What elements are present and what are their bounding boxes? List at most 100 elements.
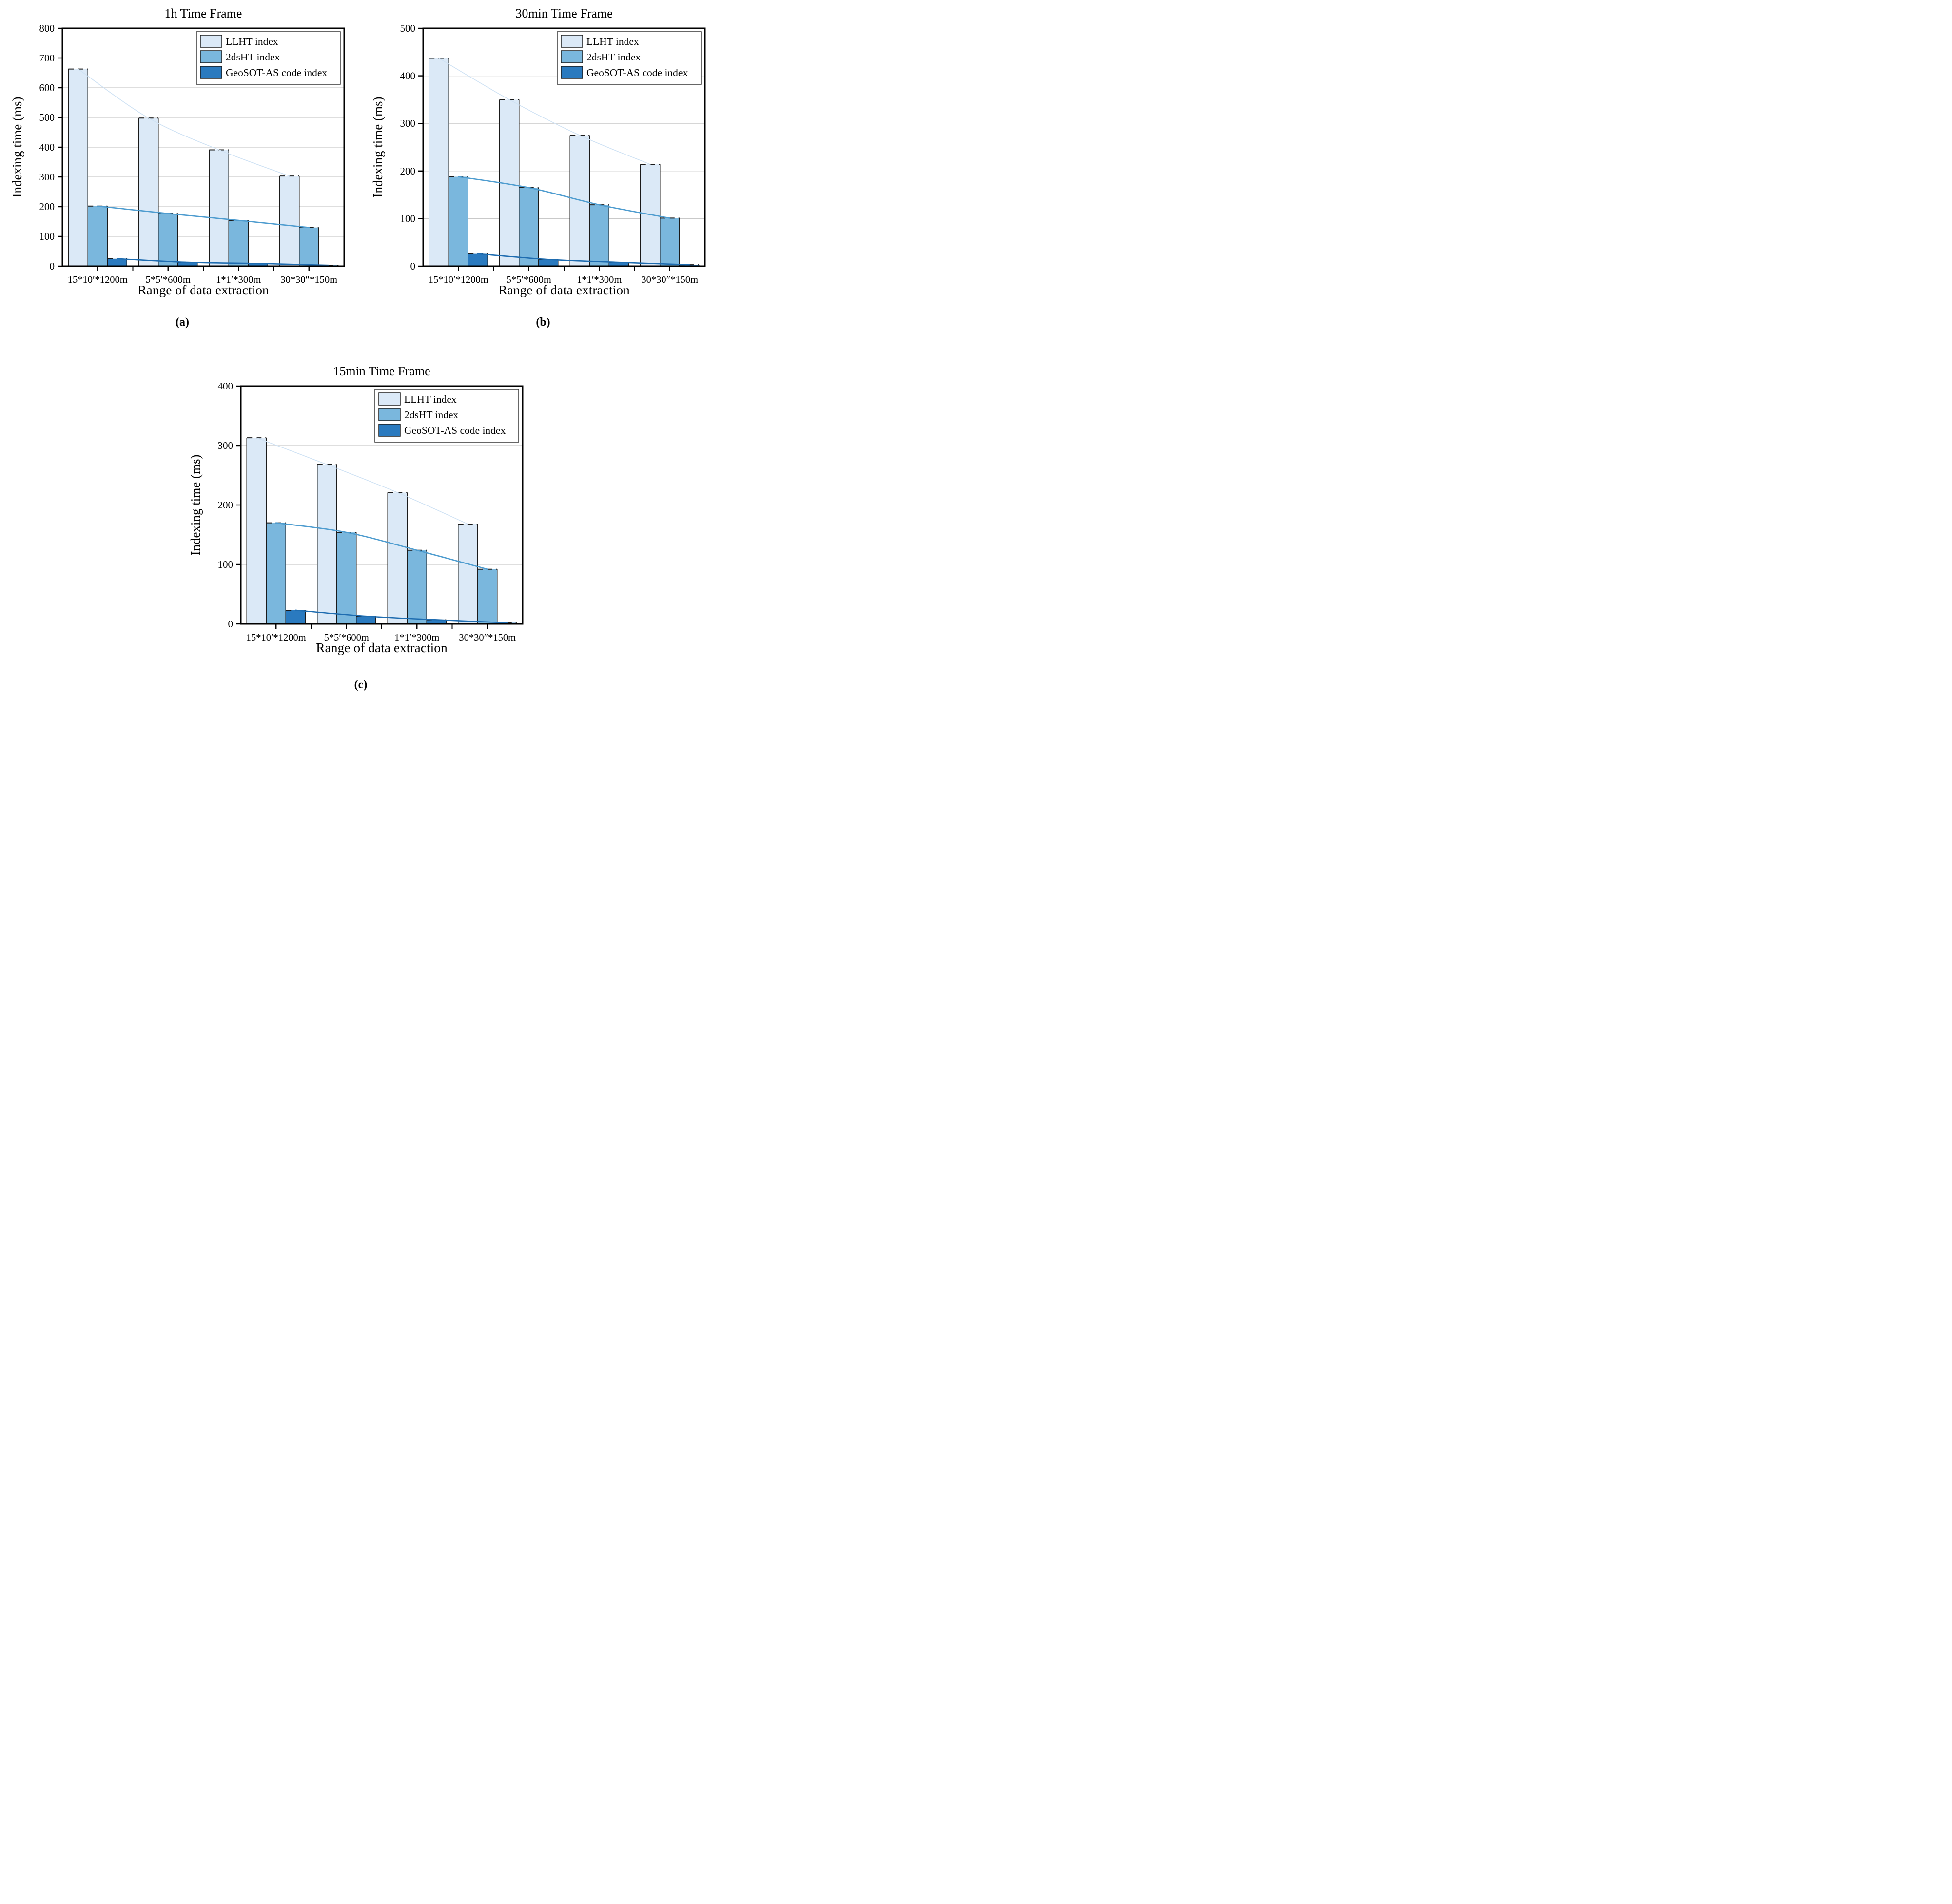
bar [229,220,249,266]
series-line [256,437,468,525]
legend: LLHT index 2dsHT index GeoSOT-AS code inde… [196,31,341,85]
bar [609,262,629,266]
x-axis: 15*10′*1200m 5*5′*600m 1*1′*300m 30*30″*150… [68,266,337,285]
y-tick-label: 100 [400,213,416,224]
legend-swatch [200,66,222,79]
bar [68,69,88,266]
x-tick-label: 5*5′*600m [507,274,551,285]
x-axis: 15*10′*1200m 5*5′*600m 1*1′*300m 30*30″*150… [246,624,516,643]
series-line [116,258,330,266]
y-tick-label: 500 [400,22,416,34]
bar [468,253,488,266]
bar [589,205,609,266]
y-tick-label: 800 [39,22,55,34]
bar [88,206,108,266]
y-tick-label: 300 [39,171,55,183]
gridlines [62,58,344,237]
y-axis-title: Indexing time (ms) [188,455,203,556]
y-tick-label: 500 [39,112,55,123]
bar [429,58,449,266]
x-tick-label: 1*1′*300m [394,632,439,643]
series-line [275,522,488,570]
x-axis-title: Range of data extraction [498,282,630,297]
legend-swatch [561,66,583,79]
chart-a-canvas: 1h Time Frame 0 100 200 300 400 500 600 700 800 15… [10,6,345,297]
bar [660,218,680,266]
x-axis-title: Range of data extraction [137,282,269,297]
chart-c-canvas: 15min Time Frame 0 100 200 300 400 15*10′*1200… [188,364,524,655]
trend-lines [256,437,508,623]
y-tick-label: 0 [228,618,234,630]
chart-b-canvas: 30min Time Frame 0 100 200 300 400 500 15*10′*1… [371,6,706,297]
figure: 1h Time Frame 0 100 200 300 400 500 600 700 800 15… [0,0,722,704]
series-line [97,205,310,228]
bar [449,176,468,266]
series-line [457,176,671,219]
trend-lines [438,58,690,266]
bar [388,492,408,624]
bar [266,523,286,624]
x-tick-label: 30*30″*150m [280,274,337,285]
y-tick-label: 400 [218,380,234,392]
y-axis-title: Indexing time (ms) [371,97,385,198]
legend-label: 2dsHT index [586,51,641,63]
x-tick-label: 15*10′*1200m [246,632,306,643]
legend: LLHT index 2dsHT index GeoSOT-AS code inde… [557,31,702,85]
bar [299,227,319,266]
legend: LLHT index 2dsHT index GeoSOT-AS code inde… [374,389,519,443]
trend-lines [78,68,330,266]
legend-label: 2dsHT index [226,51,280,63]
legend-label: LLHT index [404,393,457,405]
legend-label: GeoSOT-AS code index [404,425,506,436]
subplot-c: 15min Time Frame 0 100 200 300 400 15*10′*1200… [186,361,535,658]
bar [458,524,478,624]
bar [356,616,376,624]
subplot-a: 1h Time Frame 0 100 200 300 400 500 600 700 800 15… [8,3,357,300]
legend-swatch [561,35,583,48]
legend-label: GeoSOT-AS code index [226,67,327,78]
bar [247,438,267,624]
chart-title: 1h Time Frame [165,6,242,20]
bar [279,176,299,266]
bar [427,620,447,624]
y-axis-title: Indexing time (ms) [10,97,24,198]
y-tick-label: 400 [400,70,416,82]
legend-swatch [378,424,401,437]
series-line [438,58,651,165]
x-tick-label: 30*30″*150m [459,632,516,643]
bar [107,258,127,266]
y-axis: 0 100 200 300 400 [218,380,241,630]
caption-b: (b) [536,316,550,329]
legend-label: 2dsHT index [404,409,459,421]
y-tick-label: 700 [39,52,55,64]
legend-swatch [561,50,583,63]
legend-label: LLHT index [226,36,278,47]
bar [286,610,306,624]
x-tick-label: 15*10′*1200m [68,274,128,285]
y-tick-label: 0 [50,260,55,272]
chart-title: 15min Time Frame [333,364,430,378]
caption-c: (c) [354,679,368,691]
series-line [78,68,290,176]
y-tick-label: 200 [400,165,416,177]
x-tick-label: 30*30″*150m [641,274,698,285]
x-tick-label: 15*10′*1200m [429,274,488,285]
bar [519,187,539,266]
y-tick-label: 0 [410,260,416,272]
chart-title: 30min Time Frame [515,6,612,20]
series-line [477,253,690,266]
bar [336,532,356,624]
bars-group [246,437,517,624]
y-tick-label: 600 [39,82,55,94]
y-axis: 0 100 200 300 400 500 [400,22,423,272]
legend-label: GeoSOT-AS code index [586,67,688,78]
y-tick-label: 300 [218,440,234,451]
bars-group [68,68,339,267]
x-tick-label: 5*5′*600m [146,274,191,285]
bar [477,569,497,624]
y-tick-label: 100 [218,559,234,570]
bar [538,259,558,266]
x-axis: 15*10′*1200m 5*5′*600m 1*1′*300m 30*30″*150… [429,266,698,285]
legend-swatch [200,50,222,63]
bar [248,263,268,266]
